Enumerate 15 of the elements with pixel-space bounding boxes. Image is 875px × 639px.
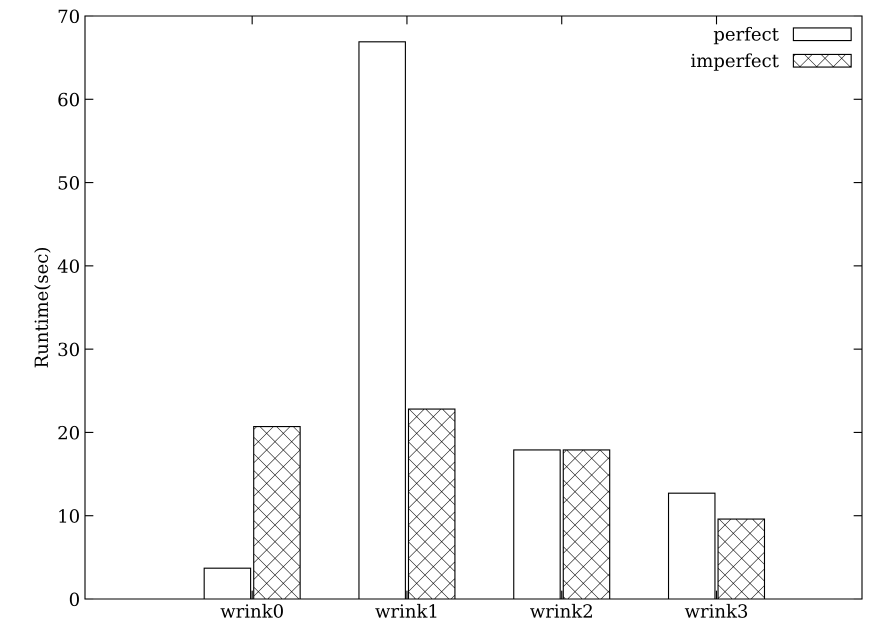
- y-tick-label: 60: [58, 92, 79, 106]
- y-tick-label: 30: [58, 342, 79, 356]
- y-tick-label: 20: [58, 426, 79, 440]
- x-tick-label: wrink3: [684, 604, 748, 618]
- legend-label: perfect: [714, 26, 779, 44]
- y-tick-label: 40: [58, 259, 79, 273]
- x-tick-label: wrink2: [530, 604, 592, 618]
- y-tick-label: 70: [58, 9, 79, 24]
- legend-label: imperfect: [691, 53, 779, 71]
- x-tick-label: wrink0: [220, 604, 283, 618]
- y-axis-title: Runtime(sec): [34, 248, 51, 368]
- x-tick-label: wrink1: [375, 604, 436, 618]
- y-tick-label: 50: [58, 176, 79, 190]
- y-tick-label: 0: [70, 592, 79, 606]
- y-tick-label: 10: [59, 509, 79, 523]
